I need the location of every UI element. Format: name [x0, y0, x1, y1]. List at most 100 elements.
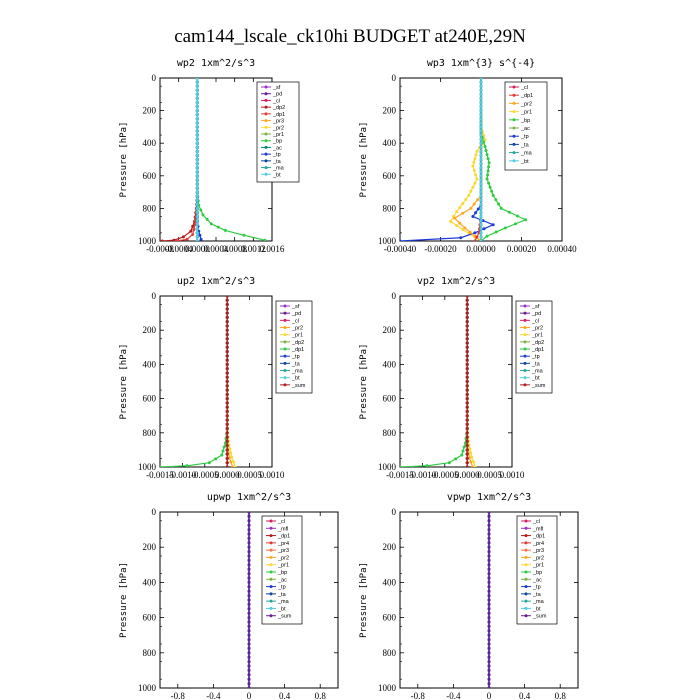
series-marker-bt [479, 198, 483, 202]
series-marker-sum [247, 668, 251, 672]
series-marker-bt [195, 235, 199, 239]
series-marker-sum [487, 624, 491, 628]
y-axis-label: Pressure [hPa] [119, 122, 129, 198]
series-marker-bt [195, 78, 199, 80]
x-tick-label: 0.4 [279, 691, 291, 700]
legend-marker [264, 98, 268, 102]
legend-label: _pr3 [272, 119, 284, 125]
x-tick-label: 0.0008 [222, 244, 247, 254]
series-marker-dp1 [447, 461, 451, 465]
y-tick-label: 200 [383, 106, 397, 116]
legend-marker [512, 110, 516, 114]
legend-marker [524, 599, 528, 603]
legend-label: _dp1 [277, 534, 290, 540]
series-marker-sum [465, 307, 469, 311]
series-marker-bt [195, 84, 199, 88]
series-marker-bt [479, 219, 483, 223]
y-tick-label: 400 [143, 138, 157, 148]
legend-label: _ta [291, 361, 301, 367]
y-axis-label: Pressure [hPa] [119, 344, 129, 420]
x-tick-label: -0.00040 [384, 244, 417, 254]
legend-marker [269, 563, 273, 567]
series-marker-sum [247, 686, 251, 688]
series-marker-bt [479, 88, 483, 92]
plot-frame [399, 295, 513, 468]
series-marker-bt [195, 109, 199, 113]
legend-label: _tp [532, 585, 541, 591]
series-marker-bp [263, 238, 267, 241]
series-marker-dp1 [475, 235, 479, 239]
legend-marker [283, 354, 287, 358]
legend-label: _pr2 [272, 125, 284, 131]
series-marker-sum [225, 392, 229, 396]
legend-label: _cl [277, 519, 285, 525]
series-marker-dp1 [160, 465, 162, 467]
series-marker-bt [479, 149, 483, 153]
series-marker-sum [465, 315, 469, 319]
y-tick-label: 400 [383, 359, 397, 369]
series-marker-bt [479, 194, 483, 198]
legend-marker [524, 570, 528, 574]
series-marker-sum [487, 585, 491, 589]
series-marker-sum [465, 324, 469, 328]
plot-frame [159, 295, 273, 468]
series-marker-bt [479, 109, 483, 113]
legend-label: _ma [531, 369, 544, 375]
legend-label: _sf [272, 85, 281, 91]
legend-marker [264, 85, 268, 89]
series-marker-bt [479, 133, 483, 137]
x-tick-label: 0 [487, 691, 492, 700]
series-marker-sum [465, 298, 469, 302]
series-marker-bt [195, 174, 199, 178]
y-tick-label: 600 [143, 171, 157, 181]
series-marker-bt [479, 117, 483, 121]
panel-title: vpwp 1xm^2/s^3 [447, 492, 531, 503]
series-marker-bp [507, 210, 511, 214]
series-marker-pr1 [471, 185, 475, 189]
legend-label: _mfl [532, 526, 543, 532]
legend-label: _bp [532, 570, 542, 576]
series-marker-tp [474, 211, 478, 215]
series-marker-bt [195, 149, 199, 153]
series-marker-sum [225, 375, 229, 379]
series-marker-pr2 [453, 216, 457, 220]
series-marker-sum [247, 514, 251, 518]
series-marker-sum [225, 371, 229, 375]
series-marker-bt [195, 231, 199, 235]
legend-marker [269, 548, 273, 552]
series-marker-bp [482, 140, 486, 144]
series-marker-pr1 [455, 224, 459, 228]
series-marker-tp [199, 237, 203, 241]
series-marker-sum [247, 536, 251, 540]
y-axis-label: Pressure [hPa] [359, 344, 369, 420]
series-marker-bp [513, 222, 517, 226]
y-tick-label: 0 [152, 291, 157, 301]
series-marker-sum [225, 358, 229, 362]
series-marker-bt [195, 170, 199, 174]
series-marker-sum [225, 397, 229, 401]
legend-label: _cl [520, 85, 528, 91]
series-marker-bt [479, 121, 483, 125]
series-marker-bp [199, 208, 203, 212]
series-marker-sum [225, 303, 229, 307]
series-marker-bt [195, 215, 199, 219]
y-tick-label: 800 [383, 648, 397, 658]
series-marker-sum [465, 371, 469, 375]
panel-title: vp2 1xm^2/s^3 [417, 276, 495, 287]
legend-marker [524, 563, 528, 567]
legend-label: _ac [272, 145, 282, 151]
y-tick-label: 0 [152, 73, 157, 83]
x-tick-label: 0.00020 [507, 244, 537, 254]
legend-label: _pr4 [277, 541, 289, 547]
legend-label: _sum [532, 614, 547, 620]
y-tick-label: 400 [383, 577, 397, 587]
series-marker-bt [479, 137, 483, 141]
series-marker-bp [497, 202, 501, 206]
y-tick-label: 1000 [138, 462, 157, 472]
series-marker-bt [479, 145, 483, 149]
series-marker-bt [195, 194, 199, 198]
x-tick-label: -0.0005 [191, 470, 219, 480]
series-marker-bp [487, 161, 491, 165]
x-tick-label: -0.00020 [424, 244, 457, 254]
series-marker-bt [195, 158, 199, 161]
